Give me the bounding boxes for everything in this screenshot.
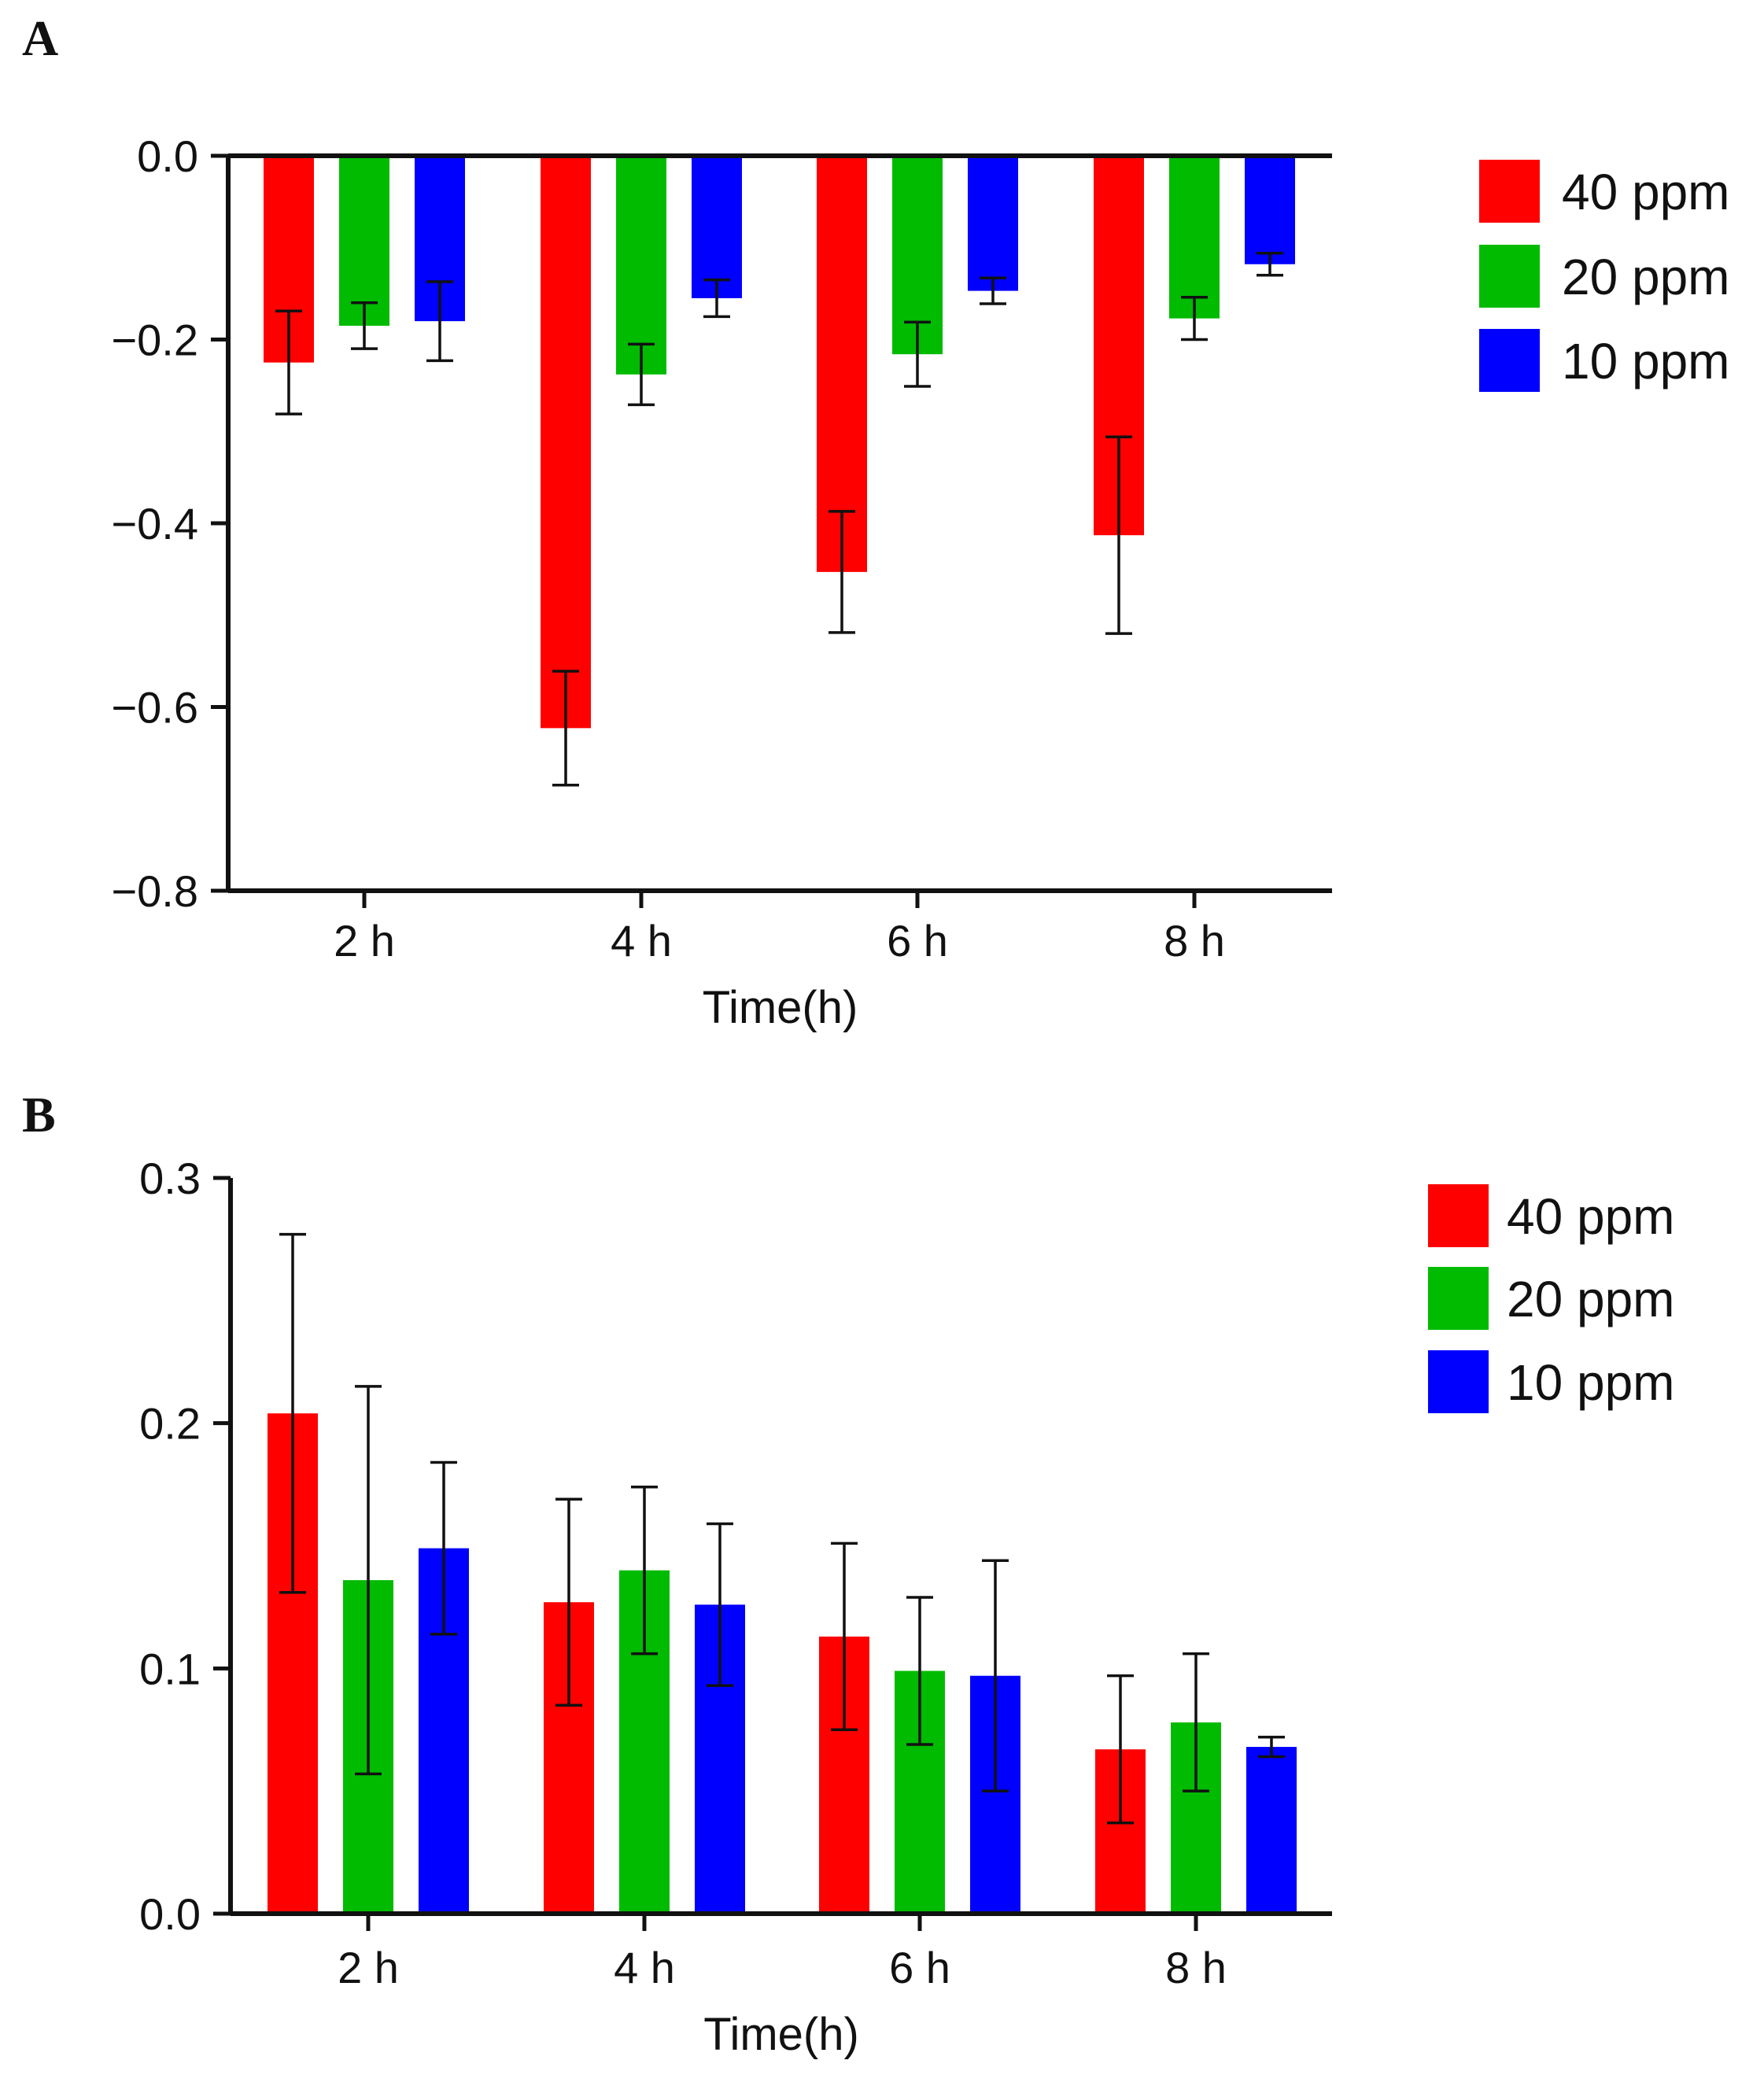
legend-label: 10 ppm	[1507, 1354, 1674, 1411]
bar-10-ppm-8h	[1245, 156, 1295, 264]
x-tick-label: 2 h	[338, 1943, 399, 1992]
y-tick-label: −0.8	[111, 866, 198, 916]
bar-20-ppm-4h	[616, 156, 666, 375]
bar-10-ppm-6h	[968, 156, 1018, 291]
bar-10-ppm-4h	[692, 156, 742, 298]
x-tick-label: 4 h	[611, 916, 672, 965]
y-tick-label: 0.0	[137, 131, 198, 181]
legend-label: 20 ppm	[1562, 249, 1729, 305]
legend-swatch-10-ppm	[1428, 1350, 1489, 1413]
y-tick-label: 0.2	[139, 1399, 201, 1449]
y-tick-label: 0.0	[139, 1889, 201, 1939]
panel-label-b: B	[22, 1087, 56, 1143]
legend-swatch-20-ppm	[1428, 1267, 1489, 1330]
legend-label: 20 ppm	[1507, 1271, 1674, 1327]
y-tick-label: −0.2	[111, 316, 198, 365]
y-tick-label: 0.1	[139, 1644, 201, 1693]
y-tick-label: 0.3	[139, 1154, 201, 1203]
x-tick-label: 4 h	[614, 1943, 675, 1992]
y-tick-label: −0.4	[111, 499, 198, 548]
panel-label-a: A	[22, 10, 58, 66]
x-tick-label: 8 h	[1164, 916, 1225, 965]
legend-swatch-20-ppm	[1479, 245, 1540, 308]
bar-40-ppm-4h	[541, 156, 591, 729]
x-axis-title: Time(h)	[703, 982, 858, 1033]
bar-40-ppm-6h	[817, 156, 867, 572]
chart-panel-b: 0.0 0.1 0.2 0.3 2 h 4 h 6 h 8 h Time(h) 40 ppm 20 …	[139, 1154, 1674, 2060]
x-tick-label: 6 h	[887, 916, 948, 965]
bar-20-ppm-8h	[1169, 156, 1220, 319]
legend-label: 40 ppm	[1562, 164, 1729, 220]
legend-swatch-40-ppm	[1479, 160, 1540, 223]
legend-swatch-40-ppm	[1428, 1184, 1489, 1247]
legend-label: 40 ppm	[1507, 1188, 1674, 1245]
chart-panel-a: 0.0 −0.2 −0.4 −0.6 −0.8 2 h 4 h 6 h 8 h Time(h) 40…	[111, 131, 1729, 1033]
legend-label: 10 ppm	[1562, 333, 1729, 390]
legend-swatch-10-ppm	[1479, 329, 1540, 392]
x-tick-label: 6 h	[889, 1943, 950, 1992]
x-tick-label: 8 h	[1165, 1943, 1227, 1992]
bar-20-ppm-2h	[339, 156, 389, 326]
y-tick-label: −0.6	[111, 683, 198, 733]
x-axis-title: Time(h)	[703, 2009, 859, 2060]
x-tick-label: 2 h	[334, 916, 395, 965]
bar-10-ppm-8h	[1246, 1747, 1297, 1914]
